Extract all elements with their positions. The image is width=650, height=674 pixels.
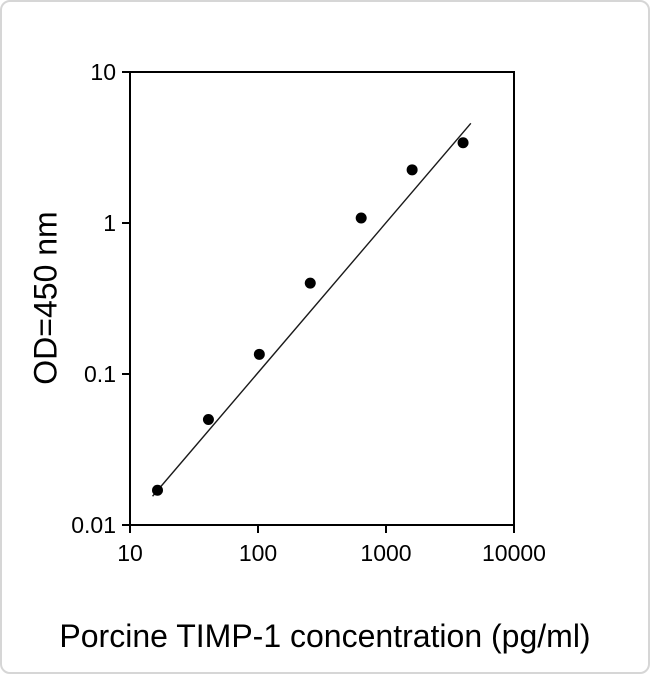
- data-point: [253, 348, 265, 360]
- x-tick-label: 1000: [360, 540, 411, 566]
- data-point: [304, 277, 316, 289]
- plot-frame: [129, 71, 515, 526]
- y-axis-label: OD=450 nm: [27, 211, 64, 385]
- data-point: [457, 137, 469, 149]
- y-tick-label: 0.1: [84, 361, 116, 387]
- scatter-plot: 10 100 1000 10000 10 1 0.1 0.01: [71, 59, 546, 566]
- y-tick-label: 1: [103, 210, 116, 236]
- x-tick-label: 10: [117, 540, 143, 566]
- data-point: [152, 484, 164, 496]
- trend-line: [152, 122, 472, 497]
- data-point: [406, 164, 418, 176]
- y-tick-label: 0.01: [71, 512, 116, 538]
- data-point: [355, 212, 367, 224]
- x-tick-label: 10000: [482, 540, 546, 566]
- x-tick-label: 100: [239, 540, 277, 566]
- y-tick-label: 10: [90, 59, 116, 85]
- x-axis-title: Porcine TIMP-1 concentration (pg/ml): [59, 618, 591, 654]
- data-point: [202, 413, 214, 425]
